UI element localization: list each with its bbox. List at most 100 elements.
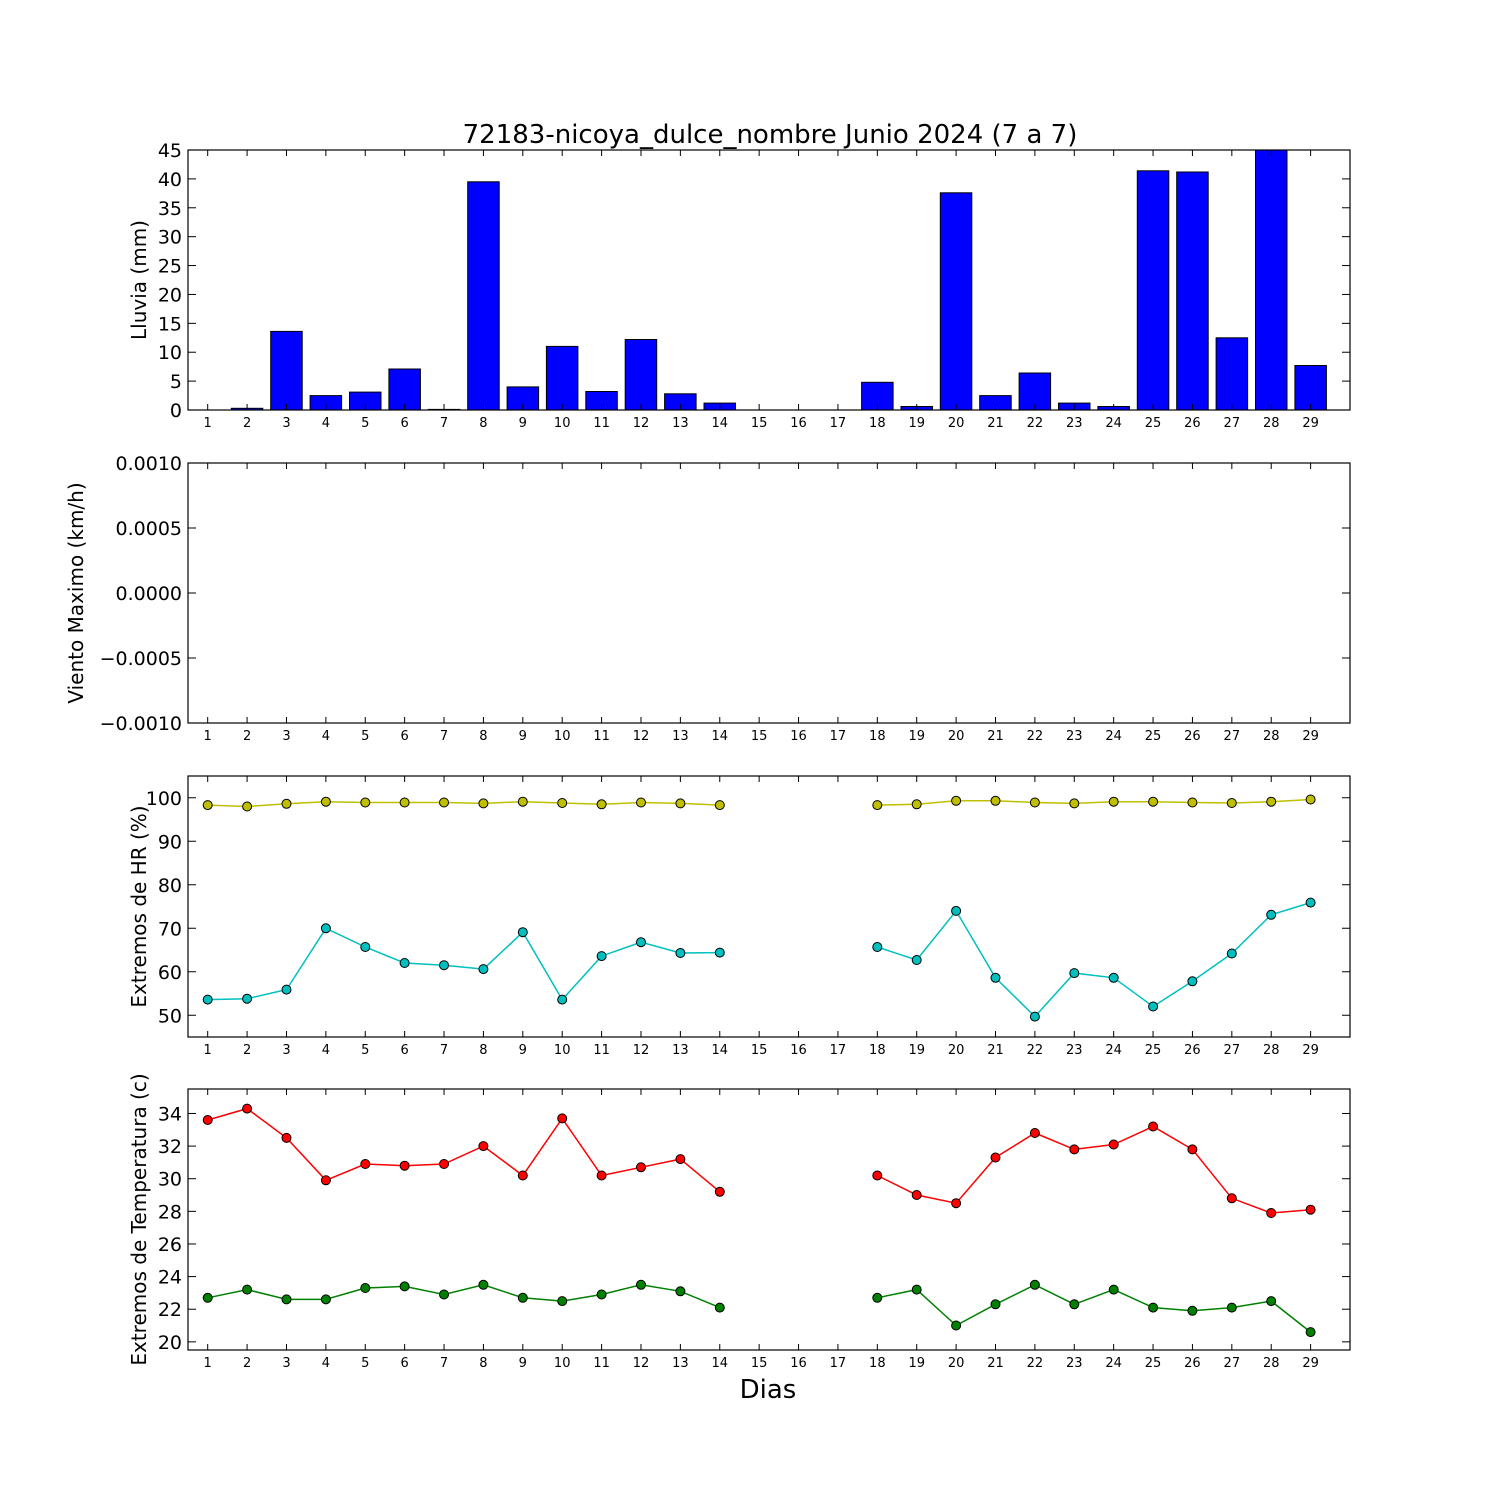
- series-1-point-day-21: [990, 795, 1001, 806]
- series-1-point-day-18: [872, 800, 883, 811]
- x-tick-label: 8: [479, 1356, 487, 1371]
- x-tick-label: 12: [633, 1356, 650, 1371]
- x-tick-label: 5: [361, 1356, 369, 1371]
- series-2-point-day-29: [1305, 1327, 1316, 1338]
- axes-frame: [187, 775, 1351, 1038]
- series-1-point-day-5: [360, 1159, 371, 1169]
- x-tick-label: 18: [869, 1356, 886, 1371]
- y-tick-label: 50: [158, 1005, 182, 1027]
- series-1-point-day-10: [557, 798, 568, 808]
- series-1-point-day-4: [320, 1175, 331, 1186]
- axes-frame: [187, 1088, 1351, 1351]
- x-tick-label: 22: [1027, 729, 1044, 744]
- series-2-point-day-26: [1187, 976, 1198, 987]
- series-1-point-day-9: [517, 1170, 528, 1181]
- series-2-point-day-18: [872, 942, 883, 952]
- series-2-point-day-4: [320, 923, 331, 934]
- y-tick-label: 26: [158, 1234, 182, 1256]
- series-2-line-segment: [877, 1283, 1312, 1333]
- series-2-point-day-28: [1266, 909, 1277, 920]
- x-tick-label: 2: [243, 1356, 251, 1371]
- series-2-point-day-11: [596, 1289, 607, 1300]
- series-2-point-day-5: [360, 942, 371, 952]
- y-tick-label: 5: [170, 371, 182, 393]
- series-1-line-segment: [876, 1125, 1311, 1214]
- series-1-point-day-24: [1108, 796, 1119, 807]
- y-tick-label: 90: [158, 831, 182, 853]
- x-axis-label: Dias: [740, 1375, 797, 1405]
- figure-title: 72183-nicoya_dulce_nombre Junio 2024 (7 …: [463, 120, 1078, 150]
- series-2-point-day-23: [1069, 1299, 1080, 1310]
- bar-day-20: [939, 192, 973, 411]
- series-2-point-day-1: [202, 994, 213, 1005]
- series-1-line-segment: [877, 798, 1311, 806]
- y-tick-label: 30: [158, 1169, 182, 1191]
- x-tick-label: 24: [1105, 729, 1122, 744]
- x-tick-label: 18: [869, 416, 886, 431]
- series-1-point-day-20: [951, 795, 962, 806]
- series-2-point-day-8: [478, 964, 489, 975]
- x-tick-label: 24: [1105, 1356, 1122, 1371]
- x-tick-label: 7: [440, 1356, 448, 1371]
- series-1-point-day-23: [1069, 798, 1080, 809]
- x-tick-label: 13: [672, 416, 689, 431]
- y-axis-label: Viento Maximo (km/h): [64, 482, 88, 703]
- bar-day-6: [388, 368, 421, 411]
- series-1-point-day-25: [1148, 1121, 1159, 1132]
- x-tick-label: 15: [751, 729, 768, 744]
- series-1-point-day-6: [399, 1160, 410, 1171]
- x-tick-label: 13: [672, 1356, 689, 1371]
- bar-day-3: [270, 330, 303, 411]
- x-tick-label: 9: [519, 1043, 527, 1058]
- y-tick-label: 34: [158, 1103, 182, 1125]
- x-tick-label: 3: [282, 1043, 290, 1058]
- x-tick-label: 1: [204, 729, 212, 744]
- series-2-point-day-5: [360, 1283, 371, 1293]
- x-tick-label: 26: [1184, 1043, 1201, 1058]
- x-tick-label: 10: [554, 416, 571, 431]
- y-tick-label: 70: [158, 918, 182, 940]
- bar-day-27: [1215, 337, 1249, 411]
- series-1-point-day-28: [1266, 1208, 1277, 1218]
- y-tick-label: 0.0010: [116, 453, 182, 475]
- bar-day-8: [467, 181, 500, 411]
- series-2-point-day-20: [951, 905, 962, 916]
- series-2-point-day-20: [951, 1320, 962, 1331]
- series-2-point-day-12: [636, 937, 646, 948]
- x-tick-label: 2: [243, 416, 251, 431]
- x-tick-label: 19: [908, 729, 925, 744]
- series-2-point-day-9: [517, 1292, 528, 1303]
- series-2-point-day-27: [1226, 1302, 1237, 1313]
- series-2-point-day-14: [714, 1302, 725, 1313]
- x-tick-label: 19: [908, 1356, 925, 1371]
- series-2-point-day-21: [990, 972, 1001, 983]
- series-1-point-day-9: [517, 796, 528, 807]
- y-tick-label: 25: [158, 256, 182, 278]
- bar-day-12: [624, 339, 658, 411]
- series-2-point-day-8: [478, 1279, 489, 1290]
- x-tick-label: 24: [1105, 1043, 1122, 1058]
- x-tick-label: 26: [1184, 416, 1201, 431]
- bar-day-28: [1255, 149, 1288, 411]
- x-tick-label: 12: [633, 416, 650, 431]
- x-tick-label: 20: [948, 416, 965, 431]
- x-tick-label: 4: [322, 1043, 330, 1058]
- series-1-point-day-19: [911, 799, 922, 810]
- x-tick-label: 7: [440, 1043, 448, 1058]
- series-2-line-segment: [207, 1284, 721, 1309]
- x-tick-label: 16: [790, 416, 807, 431]
- series-2-point-day-7: [439, 960, 449, 971]
- x-tick-label: 4: [322, 416, 330, 431]
- panel-2: 1 2 3 4 5 6 7 8 9 10 11 12 13 14 15 16 17 18 19 20 21 22 23 24 2…: [64, 453, 1351, 744]
- x-tick-label: 19: [908, 1043, 925, 1058]
- series-2-point-day-6: [399, 1281, 410, 1292]
- x-tick-label: 3: [282, 416, 290, 431]
- bar-day-29: [1294, 365, 1327, 411]
- series-1-point-day-11: [596, 1170, 607, 1181]
- x-tick-label: 14: [711, 729, 728, 744]
- x-tick-label: 17: [830, 729, 847, 744]
- panel-1: 1 2 3 4 5 6 7 8 9 10 11 12 13 14 15 16 17 18 19 20 21 22 23 24 2…: [127, 140, 1351, 431]
- series-1-point-day-14: [714, 800, 725, 811]
- series-2-point-day-23: [1069, 968, 1080, 979]
- x-tick-label: 28: [1263, 1043, 1280, 1058]
